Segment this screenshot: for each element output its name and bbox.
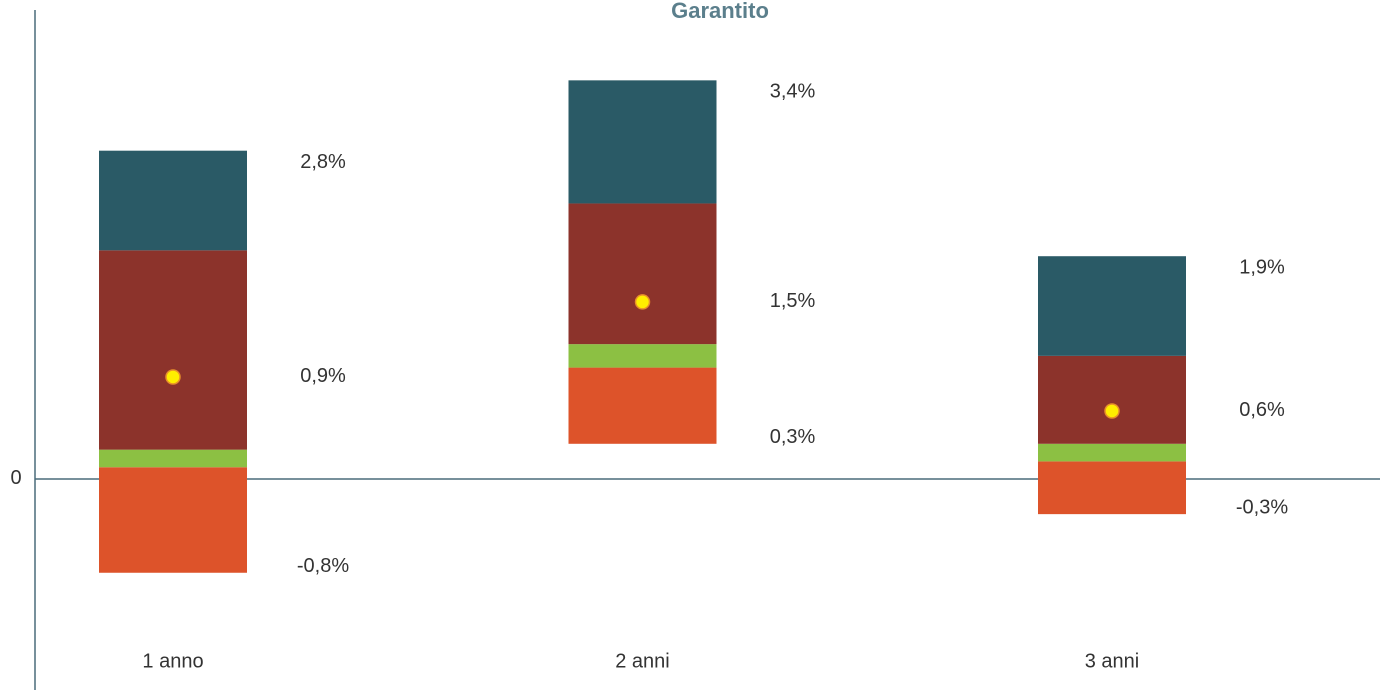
bar-segment: [1038, 461, 1186, 515]
median-label: 0,6%: [1239, 399, 1285, 421]
bar-segment: [99, 467, 247, 573]
x-tick-label: 1 anno: [142, 650, 203, 672]
median-label: 0,9%: [300, 365, 346, 387]
bar-segment: [1038, 256, 1186, 356]
bar-segment: [99, 150, 247, 251]
median-dot: [634, 294, 651, 310]
bar-segment: [568, 203, 717, 345]
bar-segment: [1038, 355, 1186, 444]
x-tick-label: 2 anni: [615, 650, 670, 672]
y-tick-label: 0: [10, 467, 21, 489]
min-label: 0,3%: [770, 426, 816, 448]
max-label: 3,4%: [770, 81, 816, 103]
min-label: -0,8%: [297, 555, 349, 577]
median-dot: [165, 369, 181, 385]
max-label: 2,8%: [300, 151, 346, 173]
max-label: 1,9%: [1239, 256, 1285, 278]
bar-segment: [568, 344, 717, 368]
median-label: 1,5%: [770, 290, 816, 312]
bar-segment: [568, 80, 717, 204]
bar-segment: [568, 367, 717, 444]
bar-segment: [99, 449, 247, 468]
median-dot: [1104, 403, 1120, 419]
bar-segment: [99, 250, 247, 450]
min-label: -0,3%: [1236, 496, 1288, 518]
bar-segment: [1038, 443, 1186, 462]
x-tick-label: 3 anni: [1085, 650, 1140, 672]
chart-title: Garantito: [671, 0, 769, 23]
